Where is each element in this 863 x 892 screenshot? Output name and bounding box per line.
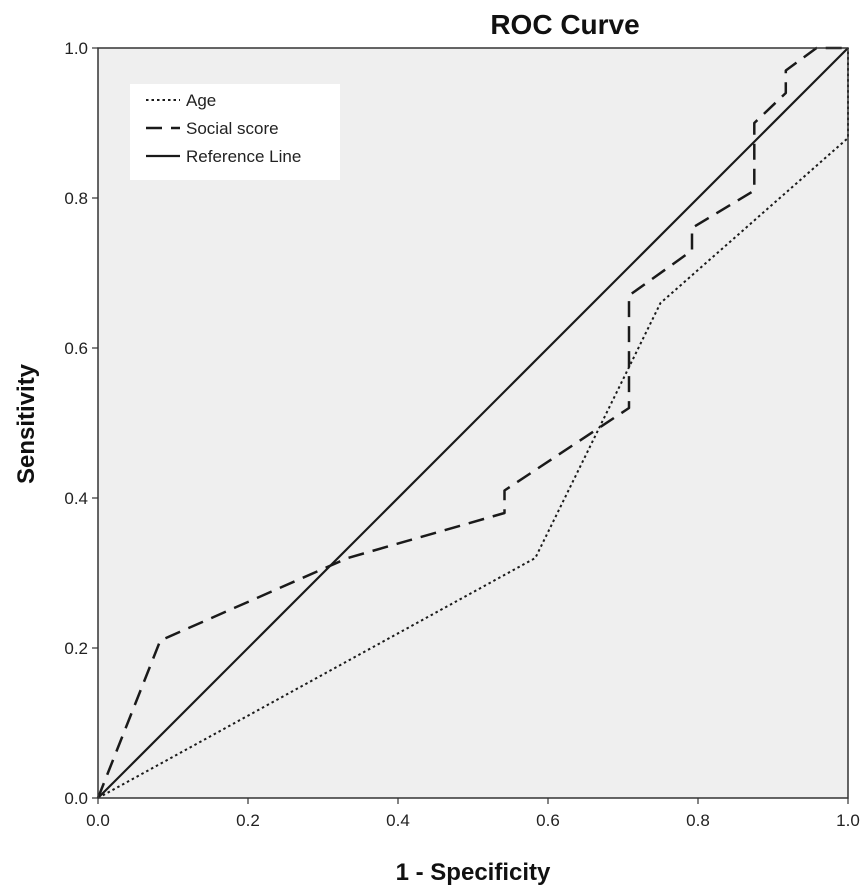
x-tick-label: 1.0: [836, 811, 860, 830]
y-axis: 0.0 0.2 0.4 0.6 0.8 1.0: [64, 39, 98, 808]
plot-frame: [97, 47, 849, 799]
x-tick-label: 0.0: [86, 811, 110, 830]
y-axis-label: Sensitivity: [13, 363, 40, 484]
x-tick-label: 0.2: [236, 811, 260, 830]
chart-title: ROC Curve: [490, 9, 639, 40]
legend-label: Social score: [186, 119, 279, 138]
series-line-social-score: [96, 46, 848, 799]
series-line-reference-line: [97, 47, 849, 799]
legend: Age Social score Reference Line: [130, 84, 340, 180]
y-tick-label: 0.4: [64, 489, 88, 508]
y-tick-label: 1.0: [64, 39, 88, 58]
x-tick-label: 0.6: [536, 811, 560, 830]
y-tick-label: 0.8: [64, 189, 88, 208]
y-tick-label: 0.0: [64, 789, 88, 808]
x-tick-label: 0.4: [386, 811, 410, 830]
x-axis: 0.0 0.2 0.4 0.6 0.8 1.0: [86, 798, 860, 830]
legend-label: Reference Line: [186, 147, 301, 166]
x-tick-label: 0.8: [686, 811, 710, 830]
legend-label: Age: [186, 91, 216, 110]
y-tick-label: 0.2: [64, 639, 88, 658]
x-axis-label: 1 - Specificity: [396, 859, 551, 886]
y-tick-label: 0.6: [64, 339, 88, 358]
